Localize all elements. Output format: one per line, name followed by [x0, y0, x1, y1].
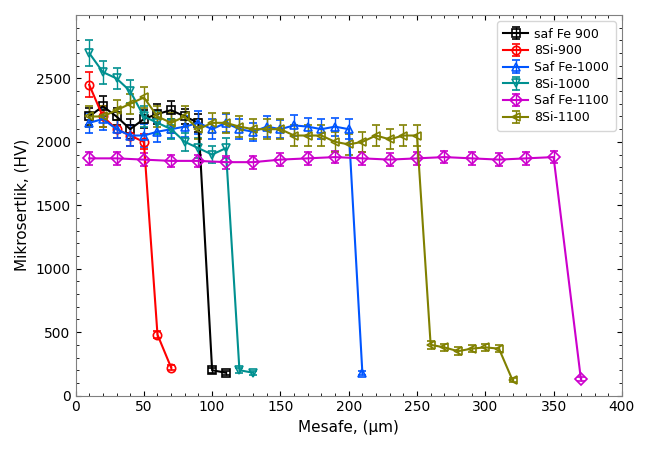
- Y-axis label: Mikrosertlik, (HV): Mikrosertlik, (HV): [15, 139, 30, 271]
- Legend: saf Fe 900, 8Si-900, Saf Fe-1000, 8Si-1000, Saf Fe-1100, 8Si-1100: saf Fe 900, 8Si-900, Saf Fe-1000, 8Si-10…: [497, 21, 616, 130]
- X-axis label: Mesafe, (μm): Mesafe, (μm): [298, 420, 399, 435]
